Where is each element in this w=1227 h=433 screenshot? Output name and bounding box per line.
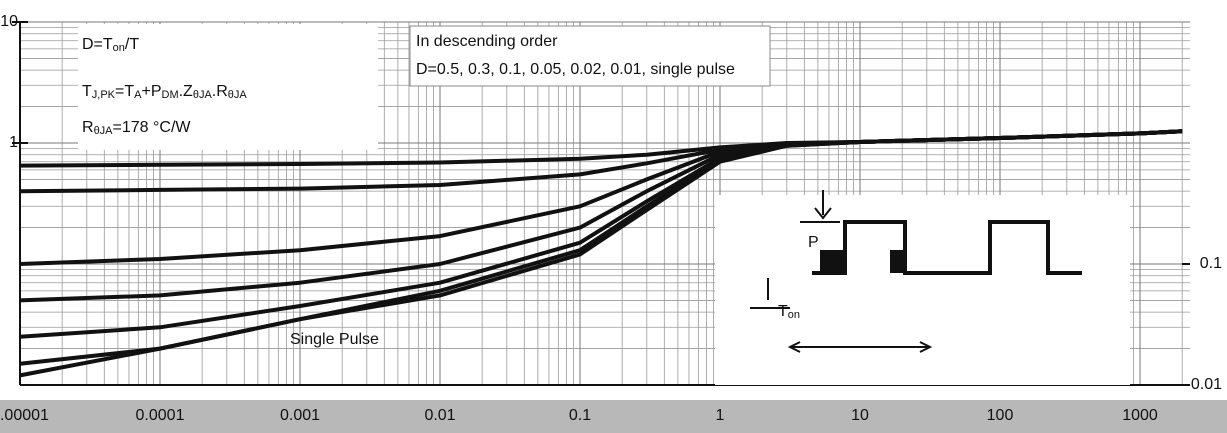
annotation-part: A	[134, 89, 142, 101]
note-box	[78, 24, 378, 150]
series-line	[19, 129, 1183, 378]
annotation-part: DM	[162, 89, 179, 101]
x-tick-label: 0.001	[280, 407, 320, 424]
annotation-part: θJA	[193, 89, 213, 101]
annotation: P	[808, 234, 819, 251]
annotation-part: /T	[125, 36, 139, 53]
grid	[12, 21, 1190, 386]
annotation-part: Single Pulse	[290, 331, 379, 348]
annotation-part: +P	[141, 83, 161, 100]
annotation-part: J,PK	[92, 89, 116, 101]
labels: 0.00001 0.0001 0.001 0.01 0.1 1 10 100 1000 0.01 0…	[0, 13, 1222, 424]
x-tick-label: 0.0001	[136, 407, 185, 424]
annotation: Single Pulse	[290, 331, 379, 348]
note-box	[409, 25, 771, 87]
y-tick-label: 0.1	[1200, 255, 1222, 272]
annotation: In descending order	[416, 33, 558, 50]
y-tick-label: 0.01	[1191, 376, 1222, 393]
x-tick-label: 0.01	[424, 407, 455, 424]
annotation-part: In descending order	[416, 33, 558, 50]
annotation-part: D=0.5, 0.3, 0.1, 0.05, 0.02, 0.01, singl…	[416, 61, 735, 78]
x-tick-label: 1	[716, 407, 725, 424]
pulse-inset	[715, 190, 1130, 385]
annotation-part: .R	[212, 83, 228, 100]
annotation-part: D=T	[82, 36, 113, 53]
annotation-part: on	[788, 309, 800, 321]
annotation: Ton	[778, 303, 800, 321]
x-tick-label: 10	[851, 407, 869, 424]
x-tick-label: 1000	[1122, 407, 1158, 424]
annotation-part: on	[113, 42, 125, 54]
annotation-part: θJA	[94, 125, 114, 137]
annotation-part: =T	[115, 83, 134, 100]
x-tick-label: 0.1	[569, 407, 591, 424]
x-tick-label: 100	[987, 407, 1014, 424]
y-tick-label: 10	[0, 13, 18, 30]
annotation: D=Ton/T	[82, 36, 139, 54]
annotation-part: T	[82, 83, 92, 100]
y-tick-label: 1	[9, 134, 18, 151]
annotation-part: R	[82, 119, 94, 136]
annotation-part: P	[808, 234, 819, 251]
annotation: D=0.5, 0.3, 0.1, 0.05, 0.02, 0.01, singl…	[416, 61, 735, 78]
annotation-part: T	[778, 303, 788, 320]
annotation: RθJA=178 °C/W	[82, 119, 191, 137]
annotation-part: =178 °C/W	[113, 119, 192, 136]
x-tick-label: 0.00001	[0, 407, 49, 424]
annotation-part: θJA	[228, 89, 248, 101]
x-axis-band	[0, 400, 1227, 433]
annotation: TJ,PK=TA+PDM.ZθJA.RθJA	[82, 83, 247, 101]
annotation-part: .Z	[179, 83, 193, 100]
curves	[19, 129, 1183, 378]
